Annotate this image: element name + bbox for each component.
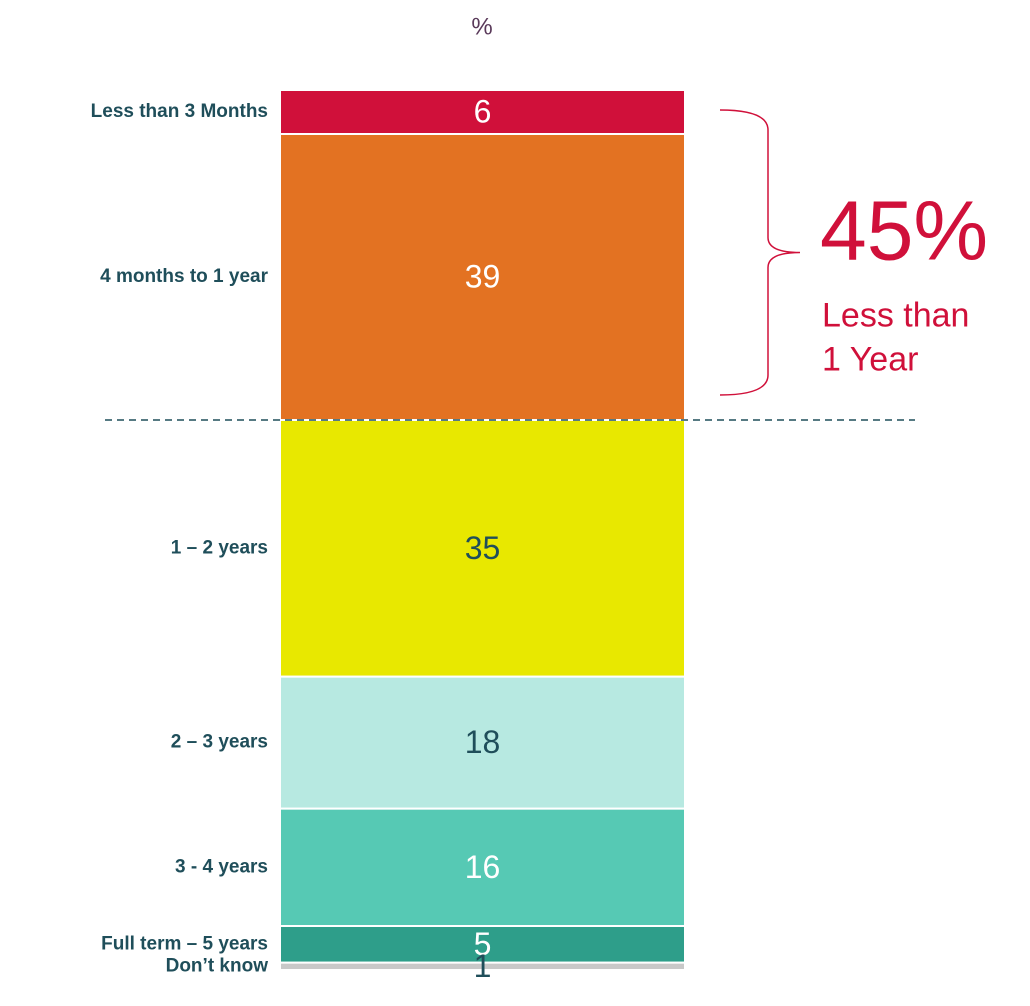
category-label: 1 – 2 years: [171, 537, 268, 558]
value-label: 16: [465, 849, 501, 885]
category-label: Don’t know: [166, 955, 269, 976]
bar-segment: [279, 807, 686, 928]
value-label: 5: [474, 926, 492, 962]
value-label: 6: [474, 93, 492, 129]
category-label: 3 - 4 years: [175, 856, 268, 877]
brace: [719, 109, 801, 396]
value-label: 39: [465, 258, 501, 294]
category-label: 4 months to 1 year: [100, 266, 268, 287]
annotation-value: 45%: [820, 184, 988, 278]
value-label: 1: [474, 948, 492, 984]
bar-segment: [279, 133, 686, 421]
category-label: 2 – 3 years: [171, 732, 268, 753]
bar-segment: [279, 961, 686, 972]
category-label: Less than 3 Months: [91, 101, 268, 122]
bar-segment: [279, 925, 686, 964]
bar-segment: [279, 675, 686, 810]
annotation-text: Less than: [822, 296, 969, 334]
chart-title: %: [471, 13, 492, 40]
value-label: 35: [465, 530, 501, 566]
annotation-text: 1 Year: [822, 340, 918, 378]
value-label: 18: [465, 724, 501, 760]
bar-segment: [279, 89, 686, 135]
category-label: Full term – 5 years: [101, 933, 268, 954]
